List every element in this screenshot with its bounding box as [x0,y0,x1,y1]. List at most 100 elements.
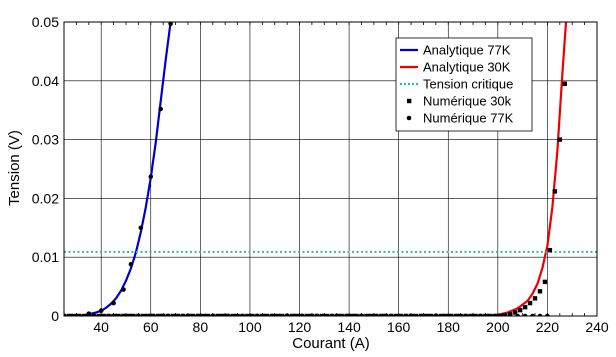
data-point [354,313,359,316]
y-tick-label: 0.05 [32,14,59,30]
data-point [552,189,558,194]
data-point [547,247,553,253]
data-point [443,313,448,316]
data-point [217,313,223,316]
data-point [150,313,156,316]
y-tick-label: 0.03 [32,132,59,148]
data-point [364,313,369,316]
data-point [329,313,335,316]
legend-swatch [407,98,412,104]
legend-box [395,37,533,132]
data-point [411,313,416,316]
y-tick-label: 0.01 [32,249,59,265]
y-tick-label: 0.04 [32,73,59,89]
data-point [351,313,357,316]
y-tick-label: 0 [51,308,59,324]
data-point [527,300,533,306]
data-point [143,313,149,316]
data-point [488,313,493,316]
data-point [455,313,461,316]
data-point [190,313,196,316]
legend-item: Numérique 30k [407,94,512,109]
data-point [240,313,245,316]
data-point [517,307,523,313]
data-point [448,313,454,316]
legend-item: Analytique 77K [400,43,511,58]
x-axis-title: Courant (A) [292,335,370,352]
data-point [336,313,342,316]
data-point [255,313,260,316]
data-point [279,313,285,316]
data-point [339,313,344,316]
data-point [473,313,478,316]
legend-item: Numérique 77K [406,111,514,126]
series-analytique-30k [64,22,568,316]
data-point [245,313,250,316]
data-point [500,313,506,316]
data-point [498,313,503,316]
data-point [106,313,111,316]
data-point [215,313,220,316]
series-line [64,22,568,316]
data-point [265,313,270,316]
legend-item: Tension critique [400,77,513,92]
y-axis-title: Tension (V) [6,130,23,206]
legend-swatch [406,115,412,121]
data-point [230,313,235,316]
data-point [121,287,126,292]
x-tick-label: 220 [536,319,560,335]
data-point [141,313,146,316]
data-point [423,313,429,316]
data-point [493,313,498,316]
data-point [562,81,567,86]
data-point [304,313,310,316]
plot-area [64,22,597,316]
data-point [537,313,543,316]
data-point [165,313,171,316]
data-point [314,313,320,316]
legend-label: Numérique 30k [423,94,512,109]
data-point [542,279,548,285]
data-point [307,313,312,316]
x-tick-label: 40 [93,319,109,335]
data-point [398,313,404,316]
x-tick-label: 60 [143,319,159,335]
data-point [158,313,163,316]
data-point [349,313,354,316]
data-point [225,313,230,316]
data-point [158,106,163,112]
data-point [269,313,275,316]
data-point [393,313,399,316]
y-tick-label: 0.02 [32,190,59,206]
data-point [220,313,225,316]
data-point [319,313,325,316]
data-point [101,313,106,316]
x-tick-label: 240 [585,319,609,335]
data-point [292,313,297,316]
legend-label: Analytique 77K [423,43,511,58]
data-point [379,313,384,316]
series-line [64,22,172,316]
data-point [294,313,300,316]
x-tick-label: 160 [387,319,411,335]
x-tick-label: 100 [238,319,262,335]
data-point [116,313,121,316]
data-point [388,313,394,316]
data-point [180,313,186,316]
data-point [81,313,87,316]
data-point [478,313,483,316]
data-point [200,313,206,316]
x-tick-label: 140 [337,319,361,335]
data-point [98,308,104,314]
x-tick-label: 120 [288,319,312,335]
data-point [250,313,255,316]
data-point [71,313,77,316]
x-tick-label: 180 [437,319,461,335]
data-point [275,313,280,316]
axes: 40 60 80 100 120 140 160 180 200 220 240 0 0.01 0.02 0… [32,14,609,335]
data-point [344,313,349,316]
legend: Analytique 77K Analytique 30K Tension crit… [395,37,533,132]
data-point [175,313,181,316]
data-point [428,313,434,316]
